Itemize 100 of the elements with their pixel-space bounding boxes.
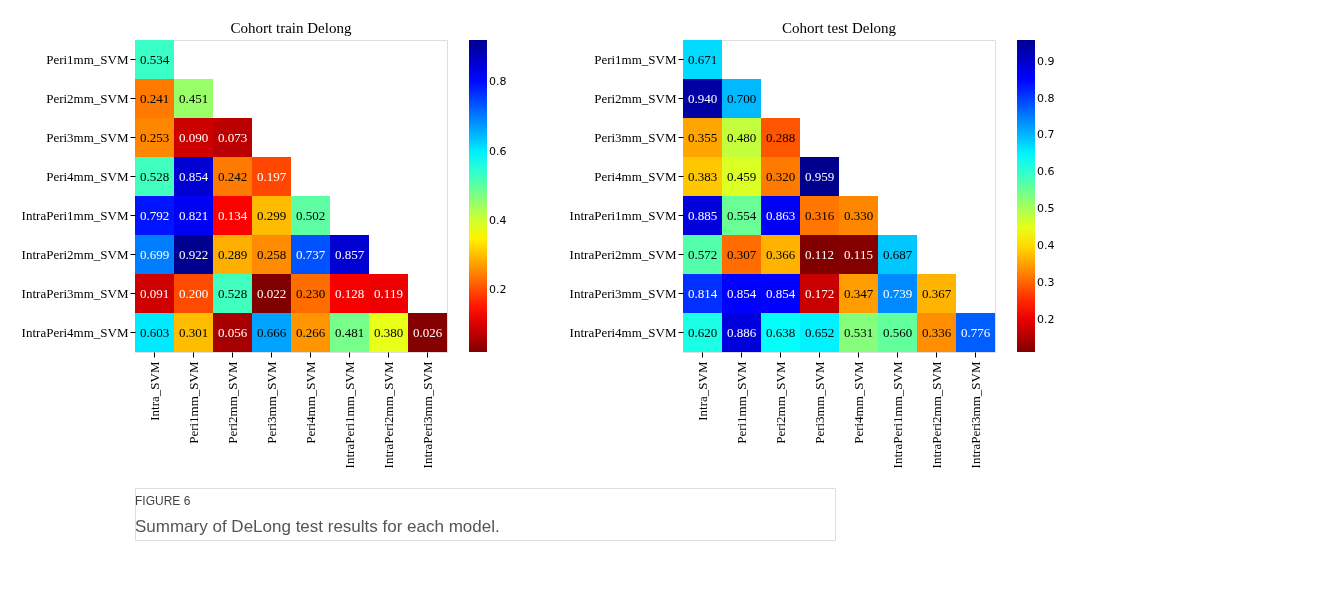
x-tick-label: Peri4mm_SVM (850, 361, 866, 444)
data-label: 0.554 (726, 207, 757, 223)
data-label: 0.652 (804, 324, 835, 340)
x-tick-label: Peri2mm_SVM (772, 361, 788, 444)
data-label: 0.241 (139, 90, 170, 106)
color-bar-label: 0.8 (1037, 91, 1055, 105)
data-label: 0.366 (765, 246, 796, 262)
data-label: 0.737 (295, 246, 326, 262)
data-label: 0.502 (295, 207, 326, 223)
y-tick-label: Peri1mm_SVM (46, 51, 129, 67)
data-label: 0.299 (256, 207, 287, 223)
x-tick-label: IntraPeri2mm_SVM (380, 361, 396, 469)
x-tick-label: Peri4mm_SVM (302, 361, 318, 444)
data-label: 0.242 (217, 168, 248, 184)
data-label: 0.330 (843, 207, 874, 223)
data-label: 0.638 (765, 324, 796, 340)
data-label: 0.367 (921, 285, 952, 301)
data-label: 0.115 (844, 246, 873, 262)
data-label: 0.355 (687, 129, 718, 145)
data-label: 0.776 (960, 324, 991, 340)
y-tick-label: Peri1mm_SVM (594, 51, 677, 67)
y-tick-label: IntraPeri3mm_SVM (569, 285, 677, 301)
data-label: 0.172 (804, 285, 835, 301)
data-label: 0.814 (687, 285, 718, 301)
x-tick-label: IntraPeri3mm_SVM (419, 361, 435, 469)
data-label: 0.922 (178, 246, 209, 262)
data-label: 0.022 (256, 285, 287, 301)
data-label: 0.700 (726, 90, 757, 106)
data-label: 0.336 (921, 324, 952, 340)
data-label: 0.854 (765, 285, 796, 301)
color-bar-label: 0.6 (1037, 165, 1055, 179)
data-label: 0.459 (726, 168, 757, 184)
x-tick-label: IntraPeri1mm_SVM (889, 361, 905, 469)
data-label: 0.666 (256, 324, 287, 340)
x-tick-label: Peri1mm_SVM (185, 361, 201, 444)
data-label: 0.603 (139, 324, 170, 340)
y-tick-label: Peri4mm_SVM (46, 168, 129, 184)
y-tick-label: IntraPeri4mm_SVM (21, 324, 129, 340)
x-tick-label: IntraPeri1mm_SVM (341, 361, 357, 469)
color-bar-label: 0.9 (1037, 54, 1055, 68)
data-label: 0.090 (178, 129, 209, 145)
data-label: 0.026 (412, 324, 443, 340)
data-label: 0.289 (217, 246, 248, 262)
data-label: 0.258 (256, 246, 287, 262)
data-label: 0.560 (882, 324, 913, 340)
data-label: 0.528 (217, 285, 248, 301)
y-tick-label: IntraPeri2mm_SVM (21, 246, 129, 262)
data-label: 0.885 (687, 207, 718, 223)
data-label: 0.307 (726, 246, 757, 262)
color-bar-label: 0.2 (489, 283, 507, 297)
data-label: 0.821 (178, 207, 209, 223)
data-label: 0.534 (139, 51, 170, 67)
color-bar-label: 0.2 (1037, 312, 1055, 326)
data-label: 0.739 (882, 285, 913, 301)
data-label: 0.301 (178, 324, 209, 340)
y-tick-label: Peri3mm_SVM (46, 129, 129, 145)
x-tick-label: Peri2mm_SVM (224, 361, 240, 444)
color-bar-label: 0.3 (1037, 275, 1055, 289)
data-label: 0.112 (805, 246, 834, 262)
x-tick-label: Intra_SVM (694, 361, 710, 421)
data-label: 0.128 (334, 285, 365, 301)
y-tick-label: IntraPeri1mm_SVM (569, 207, 677, 223)
data-label: 0.854 (178, 168, 209, 184)
x-tick-label: Peri3mm_SVM (263, 361, 279, 444)
color-bar-label: 0.6 (489, 144, 507, 158)
data-label: 0.572 (687, 246, 718, 262)
color-bar-label: 0.8 (489, 75, 507, 89)
y-tick-label: Peri2mm_SVM (594, 90, 677, 106)
data-label: 0.531 (843, 324, 874, 340)
color-bar-label: 0.4 (1037, 238, 1055, 252)
chart-title: Cohort train Delong (230, 20, 352, 36)
data-label: 0.886 (726, 324, 757, 340)
data-label: 0.073 (217, 129, 248, 145)
data-label: 0.863 (765, 207, 796, 223)
text: Summary of DeLong test results for each model. (135, 517, 500, 536)
data-label: 0.197 (256, 168, 287, 184)
y-tick-label: Peri3mm_SVM (594, 129, 677, 145)
data-label: 0.200 (178, 285, 209, 301)
x-tick-label: IntraPeri2mm_SVM (928, 361, 944, 469)
data-label: 0.959 (804, 168, 835, 184)
x-tick-label: Intra_SVM (146, 361, 162, 421)
data-label: 0.316 (804, 207, 835, 223)
data-label: 0.320 (765, 168, 796, 184)
data-label: 0.383 (687, 168, 718, 184)
data-label: 0.091 (139, 285, 170, 301)
data-label: 0.119 (374, 285, 403, 301)
data-label: 0.230 (295, 285, 326, 301)
data-label: 0.253 (139, 129, 170, 145)
color-bar-label: 0.7 (1037, 128, 1055, 142)
y-tick-label: Peri2mm_SVM (46, 90, 129, 106)
data-label: 0.528 (139, 168, 170, 184)
caption: FIGURE 6 (135, 494, 191, 508)
y-tick-label: Peri4mm_SVM (594, 168, 677, 184)
y-tick-label: IntraPeri3mm_SVM (21, 285, 129, 301)
data-label: 0.134 (217, 207, 248, 223)
data-label: 0.620 (687, 324, 718, 340)
y-tick-label: IntraPeri1mm_SVM (21, 207, 129, 223)
data-label: 0.940 (687, 90, 718, 106)
data-label: 0.056 (217, 324, 248, 340)
data-label: 0.451 (178, 90, 209, 106)
